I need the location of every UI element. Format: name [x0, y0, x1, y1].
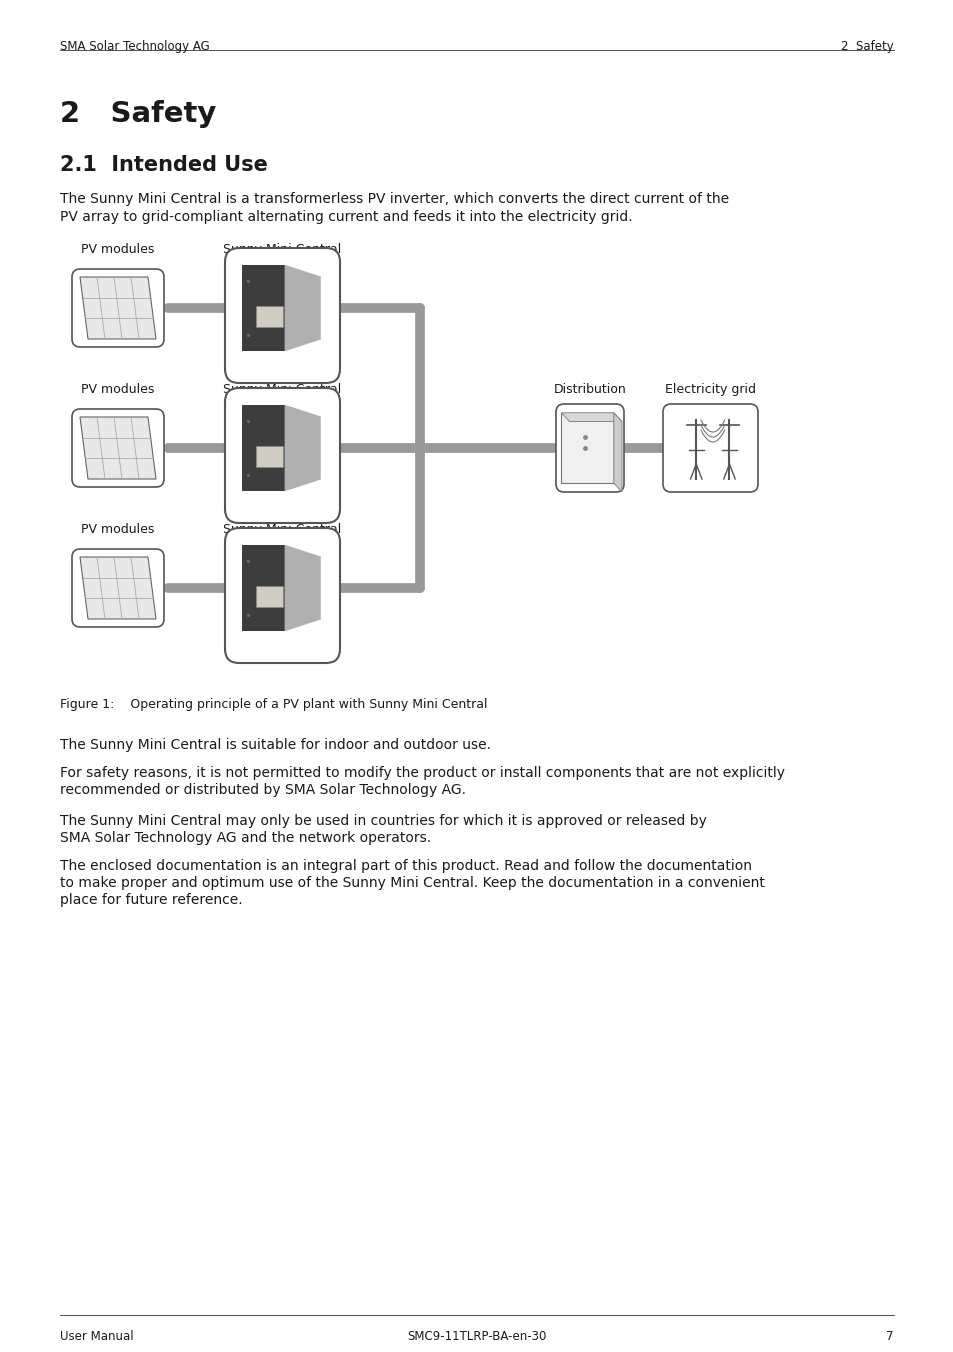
Polygon shape: [284, 265, 320, 352]
Text: recommended or distributed by SMA Solar Technology AG.: recommended or distributed by SMA Solar …: [60, 783, 465, 796]
Text: For safety reasons, it is not permitted to modify the product or install compone: For safety reasons, it is not permitted …: [60, 767, 784, 780]
Text: The Sunny Mini Central may only be used in countries for which it is approved or: The Sunny Mini Central may only be used …: [60, 814, 706, 827]
Text: SMA Solar Technology AG and the network operators.: SMA Solar Technology AG and the network …: [60, 831, 431, 845]
Text: The Sunny Mini Central is a transformerless PV inverter, which converts the dire: The Sunny Mini Central is a transformerl…: [60, 192, 728, 206]
Text: PV modules: PV modules: [81, 383, 154, 396]
Text: 2   Safety: 2 Safety: [60, 100, 216, 128]
Text: to make proper and optimum use of the Sunny Mini Central. Keep the documentation: to make proper and optimum use of the Su…: [60, 876, 764, 890]
Text: The enclosed documentation is an integral part of this product. Read and follow : The enclosed documentation is an integra…: [60, 859, 751, 873]
Polygon shape: [284, 545, 320, 631]
Text: Sunny Mini Central: Sunny Mini Central: [223, 243, 341, 256]
FancyBboxPatch shape: [556, 404, 623, 492]
FancyBboxPatch shape: [225, 529, 339, 662]
FancyBboxPatch shape: [225, 388, 339, 523]
Text: User Manual: User Manual: [60, 1330, 133, 1343]
Text: Electricity grid: Electricity grid: [664, 383, 755, 396]
Text: PV modules: PV modules: [81, 243, 154, 256]
Polygon shape: [284, 404, 320, 491]
Polygon shape: [613, 412, 621, 492]
FancyBboxPatch shape: [255, 446, 283, 466]
Text: Distribution: Distribution: [553, 383, 626, 396]
Text: 7: 7: [885, 1330, 893, 1343]
Text: The Sunny Mini Central is suitable for indoor and outdoor use.: The Sunny Mini Central is suitable for i…: [60, 738, 491, 752]
FancyBboxPatch shape: [71, 269, 164, 347]
FancyBboxPatch shape: [71, 410, 164, 487]
FancyBboxPatch shape: [255, 585, 283, 607]
FancyBboxPatch shape: [561, 412, 613, 483]
FancyBboxPatch shape: [255, 306, 283, 327]
Text: place for future reference.: place for future reference.: [60, 894, 242, 907]
Polygon shape: [80, 416, 156, 479]
FancyBboxPatch shape: [662, 404, 758, 492]
Polygon shape: [561, 412, 621, 422]
Polygon shape: [80, 557, 156, 619]
Text: Figure 1:    Operating principle of a PV plant with Sunny Mini Central: Figure 1: Operating principle of a PV pl…: [60, 698, 487, 711]
FancyBboxPatch shape: [71, 549, 164, 627]
Text: Sunny Mini Central: Sunny Mini Central: [223, 383, 341, 396]
Text: 2  Safety: 2 Safety: [841, 41, 893, 53]
Polygon shape: [80, 277, 156, 339]
Polygon shape: [242, 545, 284, 631]
Text: 2.1  Intended Use: 2.1 Intended Use: [60, 155, 268, 174]
Polygon shape: [242, 404, 284, 491]
FancyBboxPatch shape: [225, 247, 339, 383]
Text: PV array to grid-compliant alternating current and feeds it into the electricity: PV array to grid-compliant alternating c…: [60, 210, 632, 224]
Text: SMA Solar Technology AG: SMA Solar Technology AG: [60, 41, 210, 53]
Text: PV modules: PV modules: [81, 523, 154, 535]
Polygon shape: [242, 265, 284, 352]
Text: SMC9-11TLRP-BA-en-30: SMC9-11TLRP-BA-en-30: [407, 1330, 546, 1343]
Text: Sunny Mini Central: Sunny Mini Central: [223, 523, 341, 535]
